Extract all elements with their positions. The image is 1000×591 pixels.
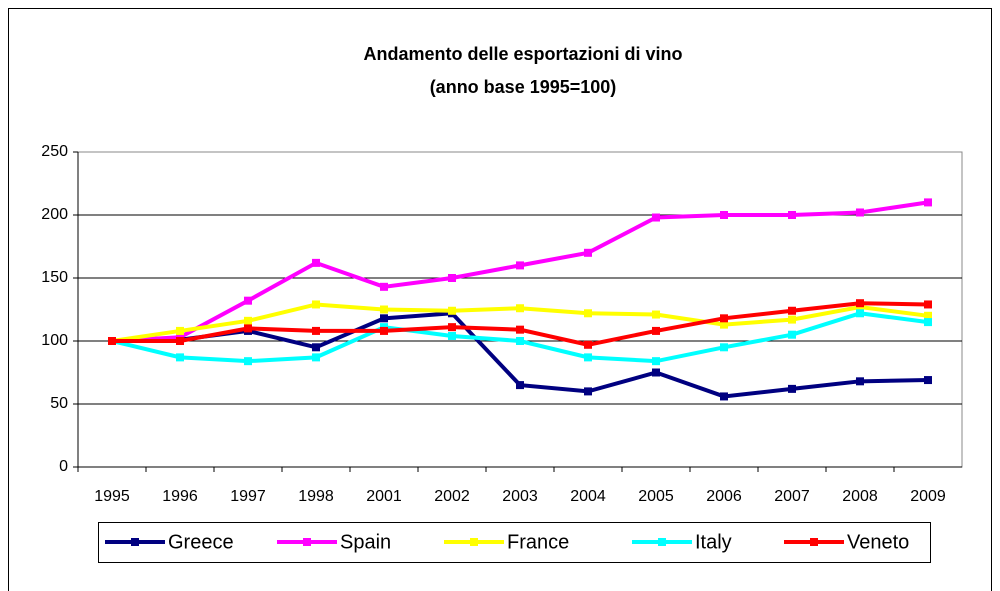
point-marker [720,392,728,401]
point-marker [720,320,728,329]
point-marker [856,299,864,308]
point-marker [788,384,796,393]
point-marker [176,326,184,335]
x-tick-label: 2004 [570,488,606,505]
point-marker [720,211,728,219]
point-marker [856,377,864,386]
y-tick-label: 250 [41,143,68,160]
point-marker [516,304,524,313]
x-tick-label: 2001 [366,488,402,505]
point-marker [720,343,728,352]
point-marker [584,387,592,396]
x-tick-label: 2006 [706,488,742,505]
point-marker [856,309,864,318]
point-marker [652,368,660,377]
legend-label: Spain [340,531,391,553]
point-marker [448,306,456,315]
x-tick-label: 1996 [162,488,198,505]
point-marker [244,357,252,366]
point-marker [312,326,320,335]
legend-label: Greece [168,531,234,553]
point-marker [924,300,932,309]
x-tick-label: 2009 [910,488,946,505]
point-marker [924,198,932,207]
legend-swatch-marker [303,538,311,546]
y-tick-label: 200 [41,206,68,223]
legend-swatch-marker [810,538,818,546]
legend-label: Italy [695,531,732,553]
x-tick-label: 2008 [842,488,878,505]
point-marker [584,248,592,257]
point-marker [652,310,660,319]
point-marker [244,324,252,333]
point-marker [720,314,728,323]
point-marker [380,305,388,314]
legend-swatch-marker [470,538,478,546]
y-tick-label: 0 [59,458,68,475]
point-marker [652,357,660,366]
point-marker [788,211,796,219]
point-marker [312,343,320,352]
legend-swatch-marker [131,538,139,546]
x-tick-label: 1998 [298,488,334,505]
point-marker [448,331,456,340]
point-marker [176,337,184,345]
chart-subtitle: (anno base 1995=100) [430,77,617,97]
legend-label: Veneto [847,531,909,553]
chart-title: Andamento delle esportazioni di vino [363,44,682,64]
point-marker [924,311,932,320]
point-marker [788,306,796,315]
legend-label: France [507,531,569,553]
point-marker [652,326,660,335]
point-marker [516,261,524,270]
point-marker [924,318,932,327]
point-marker [108,337,116,345]
point-marker [788,330,796,339]
x-tick-label: 2005 [638,488,674,505]
point-marker [244,296,252,305]
x-tick-label: 2007 [774,488,810,505]
point-marker [448,323,456,332]
x-tick-label: 1997 [230,488,266,505]
point-marker [856,208,864,217]
point-marker [788,315,796,324]
legend-swatch-marker [658,538,666,546]
point-marker [244,316,252,325]
point-marker [652,213,660,222]
point-marker [312,300,320,309]
point-marker [380,326,388,335]
point-marker [584,309,592,318]
y-tick-label: 100 [41,332,68,349]
point-marker [516,337,524,345]
point-marker [516,325,524,334]
x-tick-label: 1995 [94,488,130,505]
point-marker [380,282,388,291]
point-marker [924,376,932,385]
point-marker [312,353,320,362]
x-tick-label: 2003 [502,488,538,505]
point-marker [584,340,592,349]
point-marker [584,353,592,362]
point-marker [516,381,524,390]
y-tick-label: 50 [50,395,68,412]
x-tick-label: 2002 [434,488,470,505]
point-marker [176,353,184,362]
point-marker [380,314,388,323]
point-marker [312,258,320,267]
point-marker [448,274,456,282]
y-tick-label: 150 [41,269,68,286]
